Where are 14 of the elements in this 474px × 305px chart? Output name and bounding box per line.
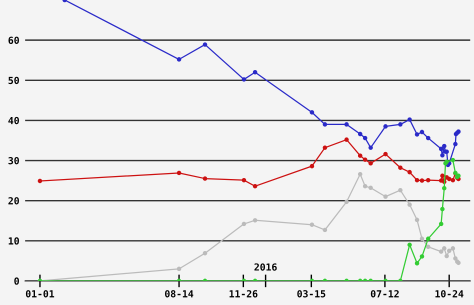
y-tick-label: 40: [8, 116, 19, 124]
x-tick-label: 01-01: [26, 290, 54, 298]
y-tick-label: 0: [14, 277, 19, 285]
x-tick-label: 11-26: [230, 290, 258, 298]
y-tick-label: 20: [8, 197, 19, 204]
y-tick-label: 60: [8, 36, 19, 44]
x-tick-label: 10-24: [435, 290, 464, 298]
annotation: 2016: [254, 263, 277, 271]
y-tick-label: 50: [8, 76, 19, 84]
y-tick-label: 10: [8, 237, 19, 245]
x-tick-label: 08-14: [165, 290, 194, 298]
y-tick-label: 30: [8, 156, 19, 164]
x-tick-label: 03-15: [297, 290, 326, 298]
x-tick-label: 07-12: [370, 290, 399, 298]
